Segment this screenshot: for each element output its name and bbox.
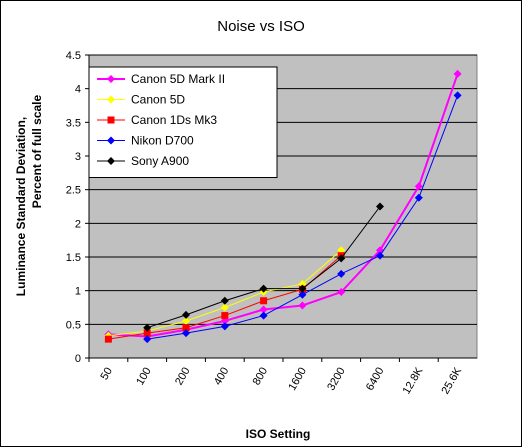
legend-label: Canon 5D Mark II [131, 72, 225, 86]
data-point [182, 329, 190, 338]
data-point [182, 310, 190, 319]
x-tick-label: 400 [212, 366, 232, 388]
data-point [337, 269, 346, 278]
x-tick-label: 800 [251, 366, 271, 388]
legend-item: Nikon D700 [97, 134, 194, 148]
data-point [298, 290, 307, 299]
y-tick-label: 0.5 [66, 319, 81, 331]
x-tick-label: 25.6K [439, 365, 464, 396]
data-point [221, 312, 229, 320]
legend-label: Sony A900 [131, 154, 189, 168]
x-tick-label: 6400 [364, 366, 387, 393]
y-tick-label: 1.5 [66, 252, 81, 264]
x-tick-label: 3200 [325, 366, 348, 393]
y-tick-label: 0 [75, 353, 81, 365]
data-point [337, 288, 346, 297]
y-tick-label: 4.5 [66, 50, 81, 62]
data-point [453, 69, 462, 78]
data-point [337, 254, 346, 263]
data-point [104, 335, 112, 343]
data-point [260, 297, 268, 305]
data-point [298, 301, 307, 310]
y-tick-label: 4 [75, 84, 81, 96]
legend-item: Canon 1Ds Mk3 [97, 113, 217, 127]
legend-label: Nikon D700 [131, 134, 194, 148]
data-point [259, 284, 268, 293]
x-tick-label: 1600 [286, 366, 309, 393]
data-point [143, 323, 152, 332]
data-point [376, 251, 384, 260]
series-sony-a900 [143, 202, 384, 332]
y-tick-label: 2 [75, 218, 81, 230]
legend-marker [107, 75, 115, 83]
y-axis-title-line-1: Luminance Standard Deviation, [14, 117, 28, 296]
data-point [414, 182, 423, 191]
series-nikon-d700 [143, 91, 462, 344]
x-tick-label: 50 [98, 366, 115, 383]
data-point [259, 311, 268, 320]
legend-box [88, 66, 278, 178]
legend: Canon 5D Mark II Canon 5D Canon 1Ds Mk3 Nik… [88, 66, 278, 178]
legend-marker [107, 116, 115, 124]
chart-title: Noise vs ISO [217, 18, 305, 35]
y-tick-label: 3.5 [66, 117, 81, 129]
x-tick-label: 200 [173, 366, 193, 388]
legend-item: Sony A900 [97, 154, 189, 168]
data-point [259, 305, 268, 314]
series-line [108, 73, 459, 338]
legend-marker [107, 136, 115, 145]
legend-label: Canon 1Ds Mk3 [131, 113, 217, 127]
legend-marker [107, 95, 115, 104]
data-point [453, 91, 462, 100]
y-axis-ticks: 0 0.5 1 1.5 2 2.5 3 3.5 4 4.5 [66, 50, 89, 365]
data-point [182, 324, 190, 332]
data-point [376, 202, 384, 211]
data-point [298, 284, 307, 293]
data-point [143, 335, 152, 344]
x-tick-label: 100 [134, 366, 154, 388]
data-point [414, 193, 423, 202]
legend-label: Canon 5D [131, 93, 185, 107]
y-tick-label: 1 [75, 286, 81, 298]
x-tick-label: 12.8K [401, 365, 426, 396]
data-point [220, 322, 229, 331]
x-axis-title: ISO Setting [246, 427, 311, 441]
legend-marker [107, 157, 115, 165]
y-tick-label: 3 [75, 151, 81, 163]
series-lines [104, 69, 462, 344]
y-tick-label: 2.5 [66, 185, 81, 197]
legend-item: Canon 5D [97, 93, 185, 107]
data-point [143, 329, 151, 337]
data-point [220, 303, 229, 312]
data-point [220, 296, 229, 305]
data-point [182, 316, 190, 325]
x-axis-ticks: 50 100 200 400 800 1600 3200 6400 12.8K 25.6K [88, 358, 465, 396]
legend-item: Canon 5D Mark II [97, 72, 225, 86]
y-axis-title-line-2: Percent of full scale [30, 94, 44, 208]
